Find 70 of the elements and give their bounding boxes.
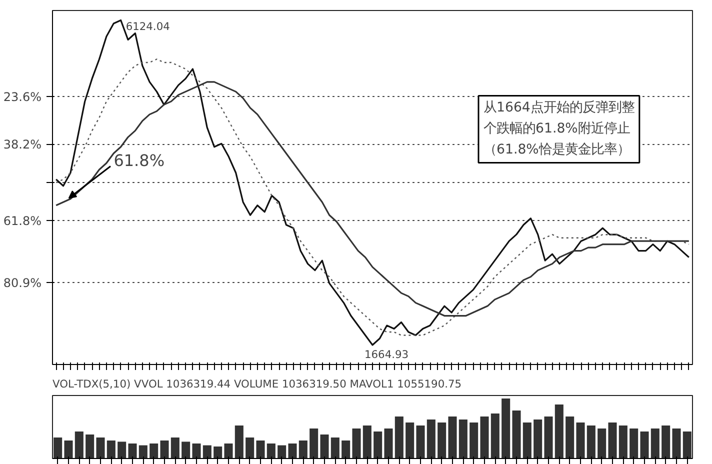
- bar: [278, 445, 286, 458]
- bar: [118, 442, 126, 458]
- bar: [534, 420, 542, 458]
- y-tick-label: 80.9%: [3, 276, 42, 290]
- bar: [202, 445, 212, 458]
- bar: [266, 444, 276, 458]
- bar: [470, 422, 478, 458]
- bar: [566, 416, 574, 458]
- bar: [320, 434, 329, 458]
- bar: [672, 428, 681, 458]
- bar: [182, 442, 190, 458]
- bar: [394, 416, 404, 458]
- bar: [598, 428, 606, 458]
- bar: [256, 440, 265, 458]
- bar: [512, 410, 521, 458]
- bar: [502, 398, 510, 458]
- bar: [352, 428, 361, 458]
- bar: [74, 432, 84, 458]
- annotation: 1664.93: [364, 348, 409, 362]
- bar: [106, 440, 116, 458]
- bar: [96, 438, 105, 458]
- bar: [150, 444, 158, 458]
- bar: [618, 426, 628, 458]
- bar: [298, 440, 308, 458]
- bar: [138, 445, 148, 458]
- bar: [458, 420, 468, 458]
- y-tick-label: 23.6%: [3, 90, 42, 104]
- bar: [630, 428, 638, 458]
- bar: [64, 440, 73, 458]
- bar: [426, 420, 436, 458]
- bar: [160, 440, 169, 458]
- bar: [342, 440, 350, 458]
- bar: [416, 426, 425, 458]
- bar: [448, 416, 457, 458]
- bar: [522, 422, 532, 458]
- annotation: 从1664点开始的反弹到整个跌幅的61.8%附近停止（61.8%恰是黄金比率）: [483, 100, 634, 158]
- bar: [650, 428, 660, 458]
- bar: [234, 426, 244, 458]
- bar: [640, 432, 649, 458]
- bar: [288, 444, 297, 458]
- bar: [362, 426, 372, 458]
- bar: [128, 444, 137, 458]
- chart-title: VOL-TDX(5,10) VVOL 1036319.44 VOLUME 1036319.50 MAVOL1 1055190.75: [52, 378, 462, 390]
- bar: [86, 434, 94, 458]
- y-tick-label: 38.2%: [3, 137, 42, 152]
- annotation: 6124.04: [126, 20, 170, 34]
- bar: [608, 422, 617, 458]
- bar: [192, 444, 201, 458]
- bar: [490, 414, 500, 458]
- bar: [310, 428, 318, 458]
- bar: [224, 444, 233, 458]
- bar: [544, 416, 553, 458]
- bar: [438, 422, 446, 458]
- bar: [682, 432, 692, 458]
- bar: [384, 428, 393, 458]
- annotation: 61.8%: [114, 150, 165, 170]
- bar: [554, 404, 564, 458]
- bar: [662, 426, 670, 458]
- bar: [170, 438, 180, 458]
- line-series: [55, 19, 690, 346]
- bar: [54, 438, 62, 458]
- y-tick-label: 61.8%: [3, 214, 42, 228]
- bar: [586, 426, 596, 458]
- bar: [480, 416, 489, 458]
- bar: [576, 422, 585, 458]
- bar: [406, 422, 414, 458]
- bar: [214, 446, 222, 458]
- bar: [330, 438, 340, 458]
- bar: [374, 432, 382, 458]
- bar: [246, 438, 254, 458]
